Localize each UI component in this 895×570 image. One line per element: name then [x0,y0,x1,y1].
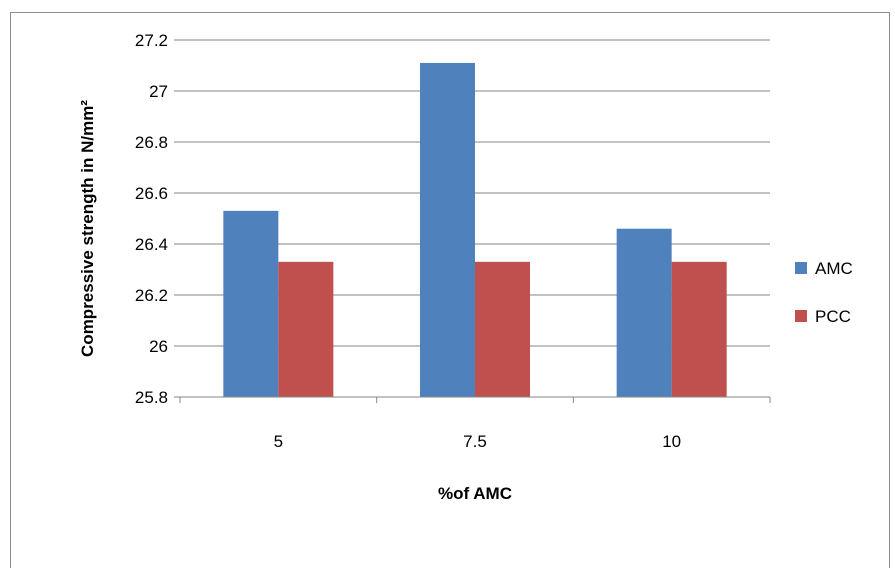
x-axis-ticks: 5 7.5 10 [179,397,771,451]
legend-swatch-pcc [795,310,807,322]
y-tick-label: 26.2 [135,286,168,305]
x-tick-label: 7.5 [463,432,487,451]
legend-label-amc: AMC [815,259,853,278]
legend-label-pcc: PCC [815,307,851,326]
y-tick-label: 26 [149,337,168,356]
legend: AMC PCC [795,259,853,326]
bar-amc-7.5 [420,62,475,397]
bar-pcc-5 [278,261,334,397]
x-axis-title: %of AMC [438,484,512,503]
y-tick-label: 25.8 [135,388,168,407]
bars [223,62,727,397]
bar-amc-10 [616,228,672,397]
y-tick-label: 27 [149,82,168,101]
bar-pcc-7.5 [475,261,530,397]
bar-pcc-10 [671,261,727,397]
y-tick-label: 26.4 [135,235,168,254]
bar-amc-5 [223,210,279,397]
legend-swatch-amc [795,262,807,274]
y-tick-label: 27.2 [135,31,168,50]
x-tick-label: 5 [274,432,283,451]
y-tick-label: 26.6 [135,184,168,203]
y-axis-title: Compressive strength in N/mm² [78,100,97,357]
x-tick-label: 10 [662,432,681,451]
y-tick-label: 26.8 [135,133,168,152]
y-axis-ticks: 25.8 26 26.2 26.4 26.6 26.8 27 27.2 [135,31,180,407]
